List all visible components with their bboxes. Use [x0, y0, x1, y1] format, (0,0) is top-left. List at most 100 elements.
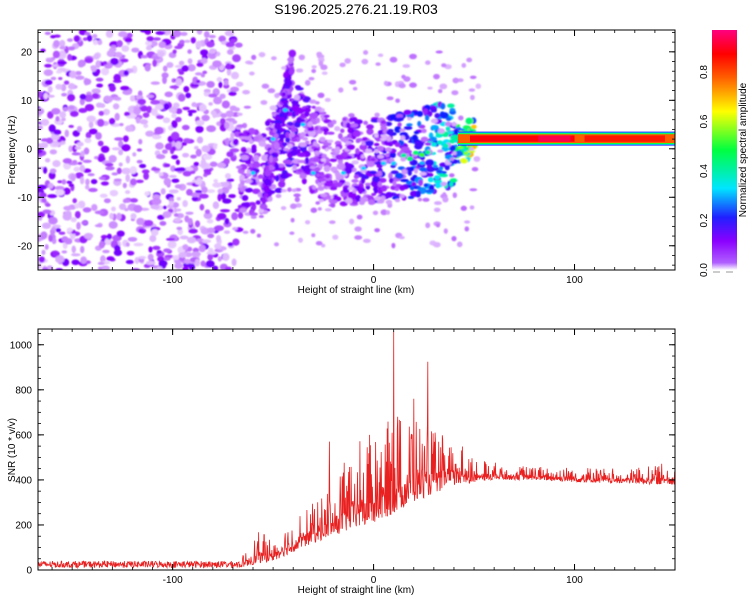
spectrogram-cell [250, 228, 256, 234]
spectrogram-cell [125, 155, 131, 164]
spectrogram-band [457, 131, 675, 146]
spectrogram-cell [55, 116, 60, 122]
snr-frame [37, 328, 676, 571]
spectrogram-cell [152, 245, 161, 251]
colorbar-label: Normalized spectral amplitude [738, 82, 749, 217]
spectrogram-cell [342, 117, 347, 122]
spectrogram-cell [245, 147, 252, 154]
spectrogram-cell [120, 85, 130, 91]
spectrogram-cell [203, 212, 213, 220]
spectrogram-cell [309, 99, 317, 104]
spectrogram-cell [330, 166, 338, 172]
spectrogram-cell [103, 95, 113, 103]
spectrogram-cell [145, 130, 155, 137]
spectrogram-cell [373, 142, 380, 147]
spectrogram-cell [410, 186, 415, 191]
spectrogram-cell [84, 94, 94, 102]
spectrogram-cell [119, 203, 127, 211]
spectrogram-cell [50, 76, 57, 81]
spectrogram-cell [173, 213, 179, 217]
spectrogram-cell [68, 82, 76, 90]
spectrogram-cell [242, 89, 251, 95]
spectrogram-cell [419, 171, 427, 176]
spectrogram-cell [52, 50, 60, 59]
spectrogram-cell [108, 117, 116, 125]
spectrogram-cell [108, 154, 117, 163]
spectrogram-cell [68, 183, 74, 187]
spectrogram-cell [392, 180, 397, 187]
spectrogram-cell [314, 126, 319, 131]
spectrogram-cell [143, 172, 149, 180]
spectrogram-cell [55, 228, 61, 233]
spectrogram-cell [42, 166, 48, 174]
spectrogram-cell [167, 240, 177, 249]
spectrogram-cell [171, 154, 179, 160]
spectrogram-cell [97, 118, 105, 127]
spectrogram-cell [57, 138, 62, 143]
spectrogram-cell [212, 201, 220, 210]
spectrogram-cell [269, 130, 274, 136]
spectrogram-cell [380, 185, 388, 192]
spectrogram-cell [139, 163, 147, 169]
spectrogram-cell [38, 107, 45, 115]
spectrogram-cell [112, 96, 122, 101]
spectrogram-cell [116, 230, 125, 237]
spectrogram-cell [232, 54, 241, 63]
spectrogram-cell [355, 194, 361, 202]
spectrogram-cell [152, 59, 158, 67]
spectrogram-cell [287, 187, 292, 192]
spectrogram-cell [407, 195, 415, 199]
spectrogram-cell [202, 154, 213, 160]
spectrogram-cell [62, 158, 73, 164]
spectrogram-cell [80, 245, 85, 254]
spectrogram-cell [321, 71, 328, 76]
spectrogram-cell [249, 71, 255, 76]
spectrogram-cell [298, 54, 305, 61]
spectrogram-cell [385, 199, 393, 205]
spectrogram-cell [59, 111, 67, 119]
spectrogram-cell [140, 30, 148, 33]
spectrogram-cell [385, 147, 392, 152]
spectrogram-cell [173, 167, 183, 172]
spectrogram-cell [250, 212, 258, 216]
spectrogram-blobs [38, 30, 482, 270]
spectrogram-cell [224, 266, 232, 270]
spectrogram-cell [298, 142, 307, 148]
spectrogram-cell [312, 157, 321, 163]
spectrogram-cell [105, 166, 115, 171]
spectrogram-cell [354, 226, 362, 232]
spectrogram-cell [165, 237, 176, 241]
spectrogram-cell [146, 36, 154, 42]
spectrogram-layer [38, 30, 675, 270]
spectrogram-cell [230, 71, 240, 80]
spectrogram-cell [52, 160, 61, 168]
spectrogram-cell [97, 155, 106, 163]
spectrogram-cell [464, 220, 471, 224]
spectrogram-cell [157, 214, 165, 220]
spectrogram-cell [309, 112, 319, 119]
spectrogram-cell [313, 150, 321, 155]
spectrogram-cell [52, 250, 59, 257]
snr-xtick-label: 100 [566, 575, 583, 586]
spectrogram-cell [242, 149, 247, 153]
spectrogram-cell [70, 173, 76, 182]
colorbar-tick-label: 0.0 [699, 263, 710, 277]
spectrogram-cell [48, 235, 53, 242]
spectrogram-cell [320, 64, 328, 71]
spectrogram-cell [67, 93, 76, 102]
spectrogram-cell [168, 189, 179, 194]
spectrogram-cell [86, 115, 97, 123]
spectrogram-cell [232, 238, 240, 246]
spectrogram-cell [423, 183, 429, 188]
spectrogram-cell [389, 56, 398, 63]
spectrogram-cell [175, 116, 182, 123]
spectrogram-cell [303, 165, 312, 172]
spectrogram-cell [69, 110, 79, 117]
spectrogram-cell [271, 56, 277, 61]
spectrogram-cell [200, 57, 208, 65]
spectrogram-cell [155, 31, 166, 35]
spectrogram-cell [289, 203, 297, 210]
spectrogram-cell [394, 172, 404, 179]
spectrogram-cell [155, 142, 164, 150]
spectrogram-cell [226, 89, 232, 93]
